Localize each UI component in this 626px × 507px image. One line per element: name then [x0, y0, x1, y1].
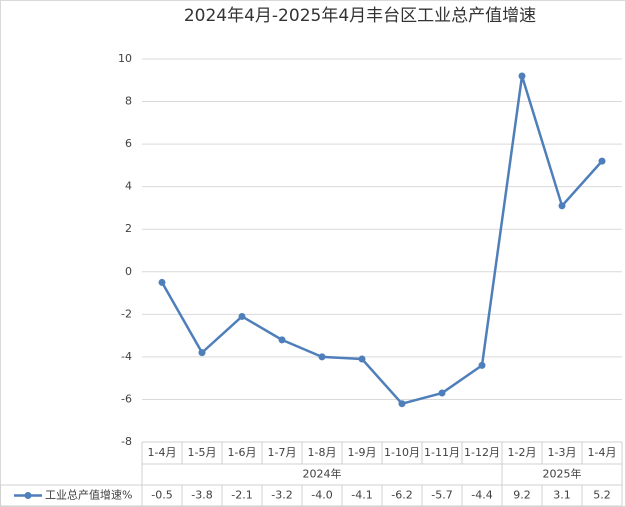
x-tick-label: 1-8月	[308, 446, 337, 459]
series-line	[160, 74, 603, 405]
y-tick-label: -6	[121, 392, 132, 405]
y-tick-label: 8	[125, 95, 132, 108]
table-value: -2.1	[231, 489, 252, 502]
y-tick-label: -8	[121, 435, 132, 448]
table-value: -4.0	[311, 489, 332, 502]
x-tick-label: 1-12月	[464, 446, 500, 459]
x-tick-label: 1-9月	[348, 446, 377, 459]
data-point	[198, 349, 206, 357]
data-point	[518, 72, 526, 80]
x-tick-label: 1-10月	[384, 446, 420, 459]
table-value: 9.2	[513, 489, 531, 502]
y-tick-label: 4	[125, 180, 132, 193]
x-group-label: 2024年	[303, 467, 342, 481]
data-point	[318, 353, 326, 361]
legend-marker	[24, 492, 32, 499]
x-tick-label: 1-7月	[268, 446, 297, 459]
table-value: -3.8	[191, 489, 212, 502]
table-value: -3.2	[271, 489, 292, 502]
data-point	[558, 202, 566, 210]
y-tick-label: -2	[121, 307, 132, 320]
table-value: -4.4	[471, 489, 492, 502]
table-value: -5.7	[431, 489, 452, 502]
y-tick-label: 0	[125, 265, 132, 278]
data-point	[358, 355, 366, 363]
x-tick-label: 1-6月	[228, 446, 257, 459]
data-point	[158, 278, 166, 286]
x-tick-label: 1-5月	[188, 446, 217, 459]
y-tick-label: 6	[125, 137, 132, 150]
data-point	[278, 336, 286, 344]
chart-title: 2024年4月-2025年4月丰台区工业总产值增速	[184, 6, 536, 26]
x-tick-label: 1-2月	[508, 446, 537, 459]
x-tick-label: 1-4月	[588, 446, 617, 459]
y-tick-label: -4	[121, 350, 132, 363]
table-value: 3.1	[553, 489, 571, 502]
table-value: -6.2	[391, 489, 412, 502]
data-point	[438, 389, 446, 397]
data-point	[238, 312, 246, 320]
data-point	[478, 361, 486, 369]
table-value: -4.1	[351, 489, 372, 502]
y-tick-label: 2	[125, 222, 132, 235]
table-value: 5.2	[593, 489, 611, 502]
data-point	[598, 157, 606, 165]
legend-label: 工业总产值增速%	[45, 488, 132, 502]
y-tick-label: 10	[118, 52, 132, 65]
table-value: -0.5	[151, 489, 172, 502]
data-point	[398, 400, 406, 408]
x-tick-label: 1-4月	[148, 446, 177, 459]
x-tick-label: 1-11月	[424, 446, 460, 459]
x-group-label: 2025年	[543, 467, 582, 481]
x-tick-label: 1-3月	[548, 446, 577, 459]
